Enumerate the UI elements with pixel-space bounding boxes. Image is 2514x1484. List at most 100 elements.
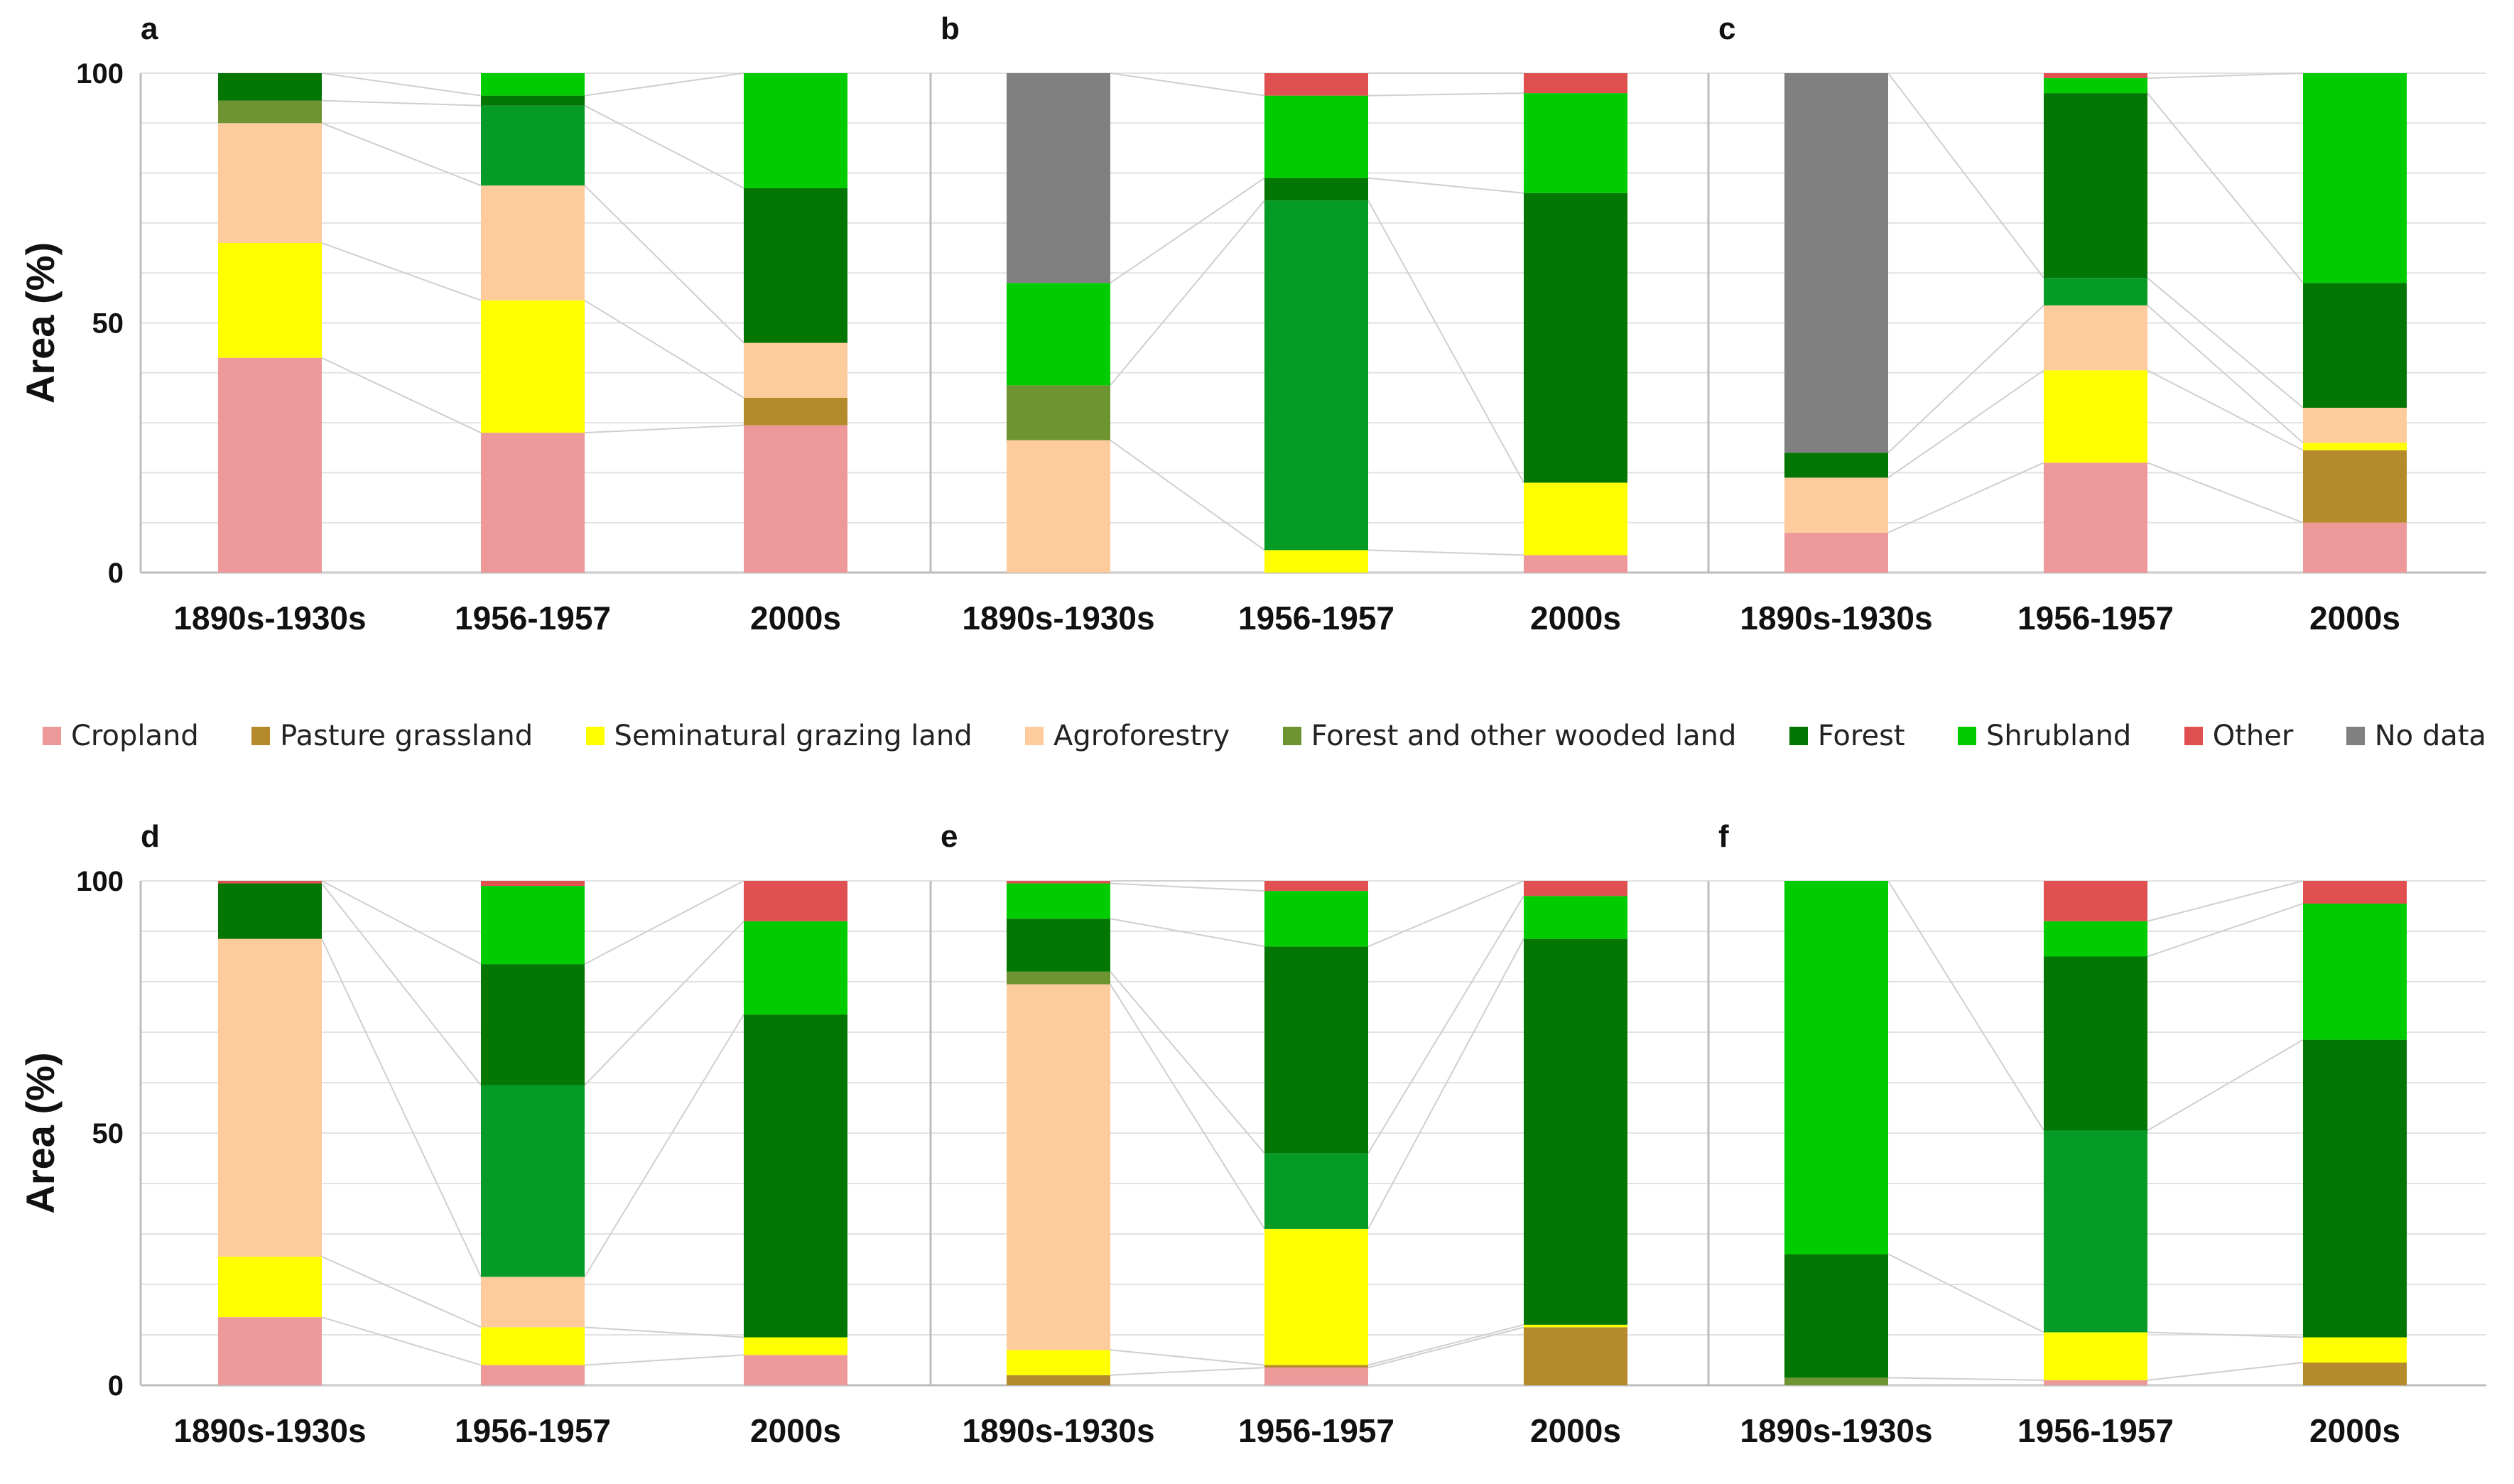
bar-segment-cropland	[218, 357, 322, 573]
panel-letter: b	[941, 11, 960, 46]
bar-segment-other	[1264, 73, 1368, 96]
bar-segment-forest	[1264, 200, 1368, 551]
bar-segment-cropland	[2044, 1380, 2147, 1385]
bar-f-3	[2303, 881, 2407, 1385]
bar-segment-shrubland	[1007, 883, 1110, 919]
bar-segment-seminatural-grazing-land	[1264, 550, 1368, 573]
bar-segment-seminatural-grazing-land	[481, 1327, 585, 1365]
connector-line	[2147, 1039, 2304, 1132]
connector-line	[1367, 1323, 1524, 1366]
bar-segment-shrubland	[744, 921, 847, 1015]
x-tick-label: 1890s-1930s	[1740, 1412, 1932, 1449]
bar-b-2	[1264, 73, 1368, 573]
bar-segment-cropland	[218, 1317, 322, 1385]
bar-segment-cropland	[1524, 555, 1627, 573]
legend-item-forest: Forest	[1789, 720, 1905, 752]
bar-segment-agroforestry	[481, 1277, 585, 1328]
bar-segment-seminatural-grazing-land	[2303, 443, 2407, 450]
bar-segment-forest	[2044, 1130, 2147, 1333]
legend-swatch-seminatural-grazing-land	[585, 727, 605, 745]
bar-segment-forest-dense	[1264, 946, 1368, 1154]
bar-c-3	[2303, 73, 2407, 573]
connector-line	[1887, 1253, 2044, 1333]
x-tick-label: 1890s-1930s	[962, 1412, 1154, 1449]
legend-swatch-forest-and-other-wooded-land	[1282, 727, 1301, 745]
bar-segment-forest-dense	[1784, 453, 1888, 478]
legend-label-seminatural-grazing-land: Seminatural grazing land	[614, 720, 972, 752]
connector-line	[584, 185, 744, 344]
bar-segment-seminatural-grazing-land	[744, 1337, 847, 1355]
connector-line	[321, 1256, 482, 1328]
y-tick-label: 100	[76, 866, 124, 897]
bar-segment-forest-and-other-wooded-land	[1784, 1377, 1888, 1385]
connector-line	[321, 242, 482, 301]
bar-segment-seminatural-grazing-land	[218, 1256, 322, 1318]
connector-line	[2147, 72, 2304, 80]
legend-swatch-agroforestry	[1025, 727, 1044, 745]
bar-segment-forest-dense	[1524, 938, 1627, 1325]
legend-item-seminatural-grazing-land: Seminatural grazing land	[585, 720, 972, 752]
bar-segment-forest-dense	[1007, 919, 1110, 972]
bar-segment-other	[2303, 881, 2407, 904]
legend: Cropland Pasture grassland Seminatural g…	[43, 715, 2486, 757]
bar-segment-forest	[481, 105, 585, 186]
bar-segment-agroforestry	[2044, 305, 2147, 371]
connector-line	[584, 424, 744, 434]
legend-label-other: Other	[2212, 720, 2294, 752]
connector-line	[1110, 177, 1265, 284]
bar-segment-other	[1264, 881, 1368, 892]
panel-letter: c	[1718, 11, 1735, 46]
bar-segment-pasture-grassland	[1524, 1327, 1627, 1385]
x-tick-label: 1890s-1930s	[1740, 600, 1932, 637]
bar-segment-seminatural-grazing-land	[2044, 1332, 2147, 1380]
connector-line	[584, 104, 744, 189]
legend-swatch-pasture-grassland	[251, 727, 271, 745]
bar-a-1	[218, 73, 322, 573]
bar-segment-pasture-grassland	[744, 397, 847, 426]
bar-d-3	[744, 881, 847, 1385]
legend-item-shrubland: Shrubland	[1958, 720, 2131, 752]
x-tick-label: 1956-1957	[2017, 600, 2174, 637]
connector-line	[321, 72, 482, 97]
panel-f: 1890s-1930s 1956-1957 2000s f	[1707, 819, 2486, 1449]
x-tick-label: 2000s	[2309, 600, 2400, 637]
connector-line	[1367, 92, 1524, 97]
x-tick-label: 2000s	[750, 1412, 841, 1449]
bar-segment-seminatural-grazing-land	[2303, 1337, 2407, 1363]
x-tick-label: 1890s-1930s	[173, 1412, 366, 1449]
bar-segment-shrubland	[744, 73, 847, 188]
legend-swatch-no-data	[2346, 727, 2365, 745]
panel-letter: e	[941, 819, 958, 854]
legend-swatch-forest	[1789, 727, 1808, 745]
y-tick-label: 0	[108, 558, 124, 589]
connector-line	[1110, 1367, 1265, 1376]
bar-segment-seminatural-grazing-land	[1264, 1228, 1368, 1365]
connector-line	[1887, 1377, 2044, 1381]
connector-line	[584, 1014, 744, 1277]
bar-segment-seminatural-grazing-land	[2044, 370, 2147, 463]
bar-segment-pasture-grassland	[2303, 450, 2407, 523]
connector-line	[584, 300, 744, 399]
bar-segment-other	[1524, 881, 1627, 897]
x-tick-label: 1956-1957	[1238, 600, 1394, 637]
bar-segment-cropland	[2303, 522, 2407, 573]
connector-line	[1887, 369, 2044, 479]
connector-line	[1110, 200, 1265, 386]
connector-line	[2147, 903, 2304, 958]
x-tick-label: 2000s	[1530, 600, 1621, 637]
bar-segment-forest-dense	[2303, 1039, 2407, 1338]
panel-c: 1890s-1930s 1956-1957 2000s c	[1707, 11, 2486, 637]
legend-label-no-data: No data	[2374, 720, 2486, 752]
legend-label-shrubland: Shrubland	[1986, 720, 2132, 752]
y-axis-label: Area (%)	[18, 242, 63, 404]
bar-segment-agroforestry	[481, 185, 585, 300]
legend-item-no-data: No data	[2346, 720, 2486, 752]
connector-line	[1367, 177, 1524, 194]
bar-segment-other	[1524, 73, 1627, 94]
bar-segment-seminatural-grazing-land	[1524, 482, 1627, 556]
bar-segment-other	[1007, 881, 1110, 884]
connector-line	[321, 357, 482, 434]
x-tick-label: 1956-1957	[2017, 1412, 2174, 1449]
panel-letter: f	[1718, 819, 1729, 854]
